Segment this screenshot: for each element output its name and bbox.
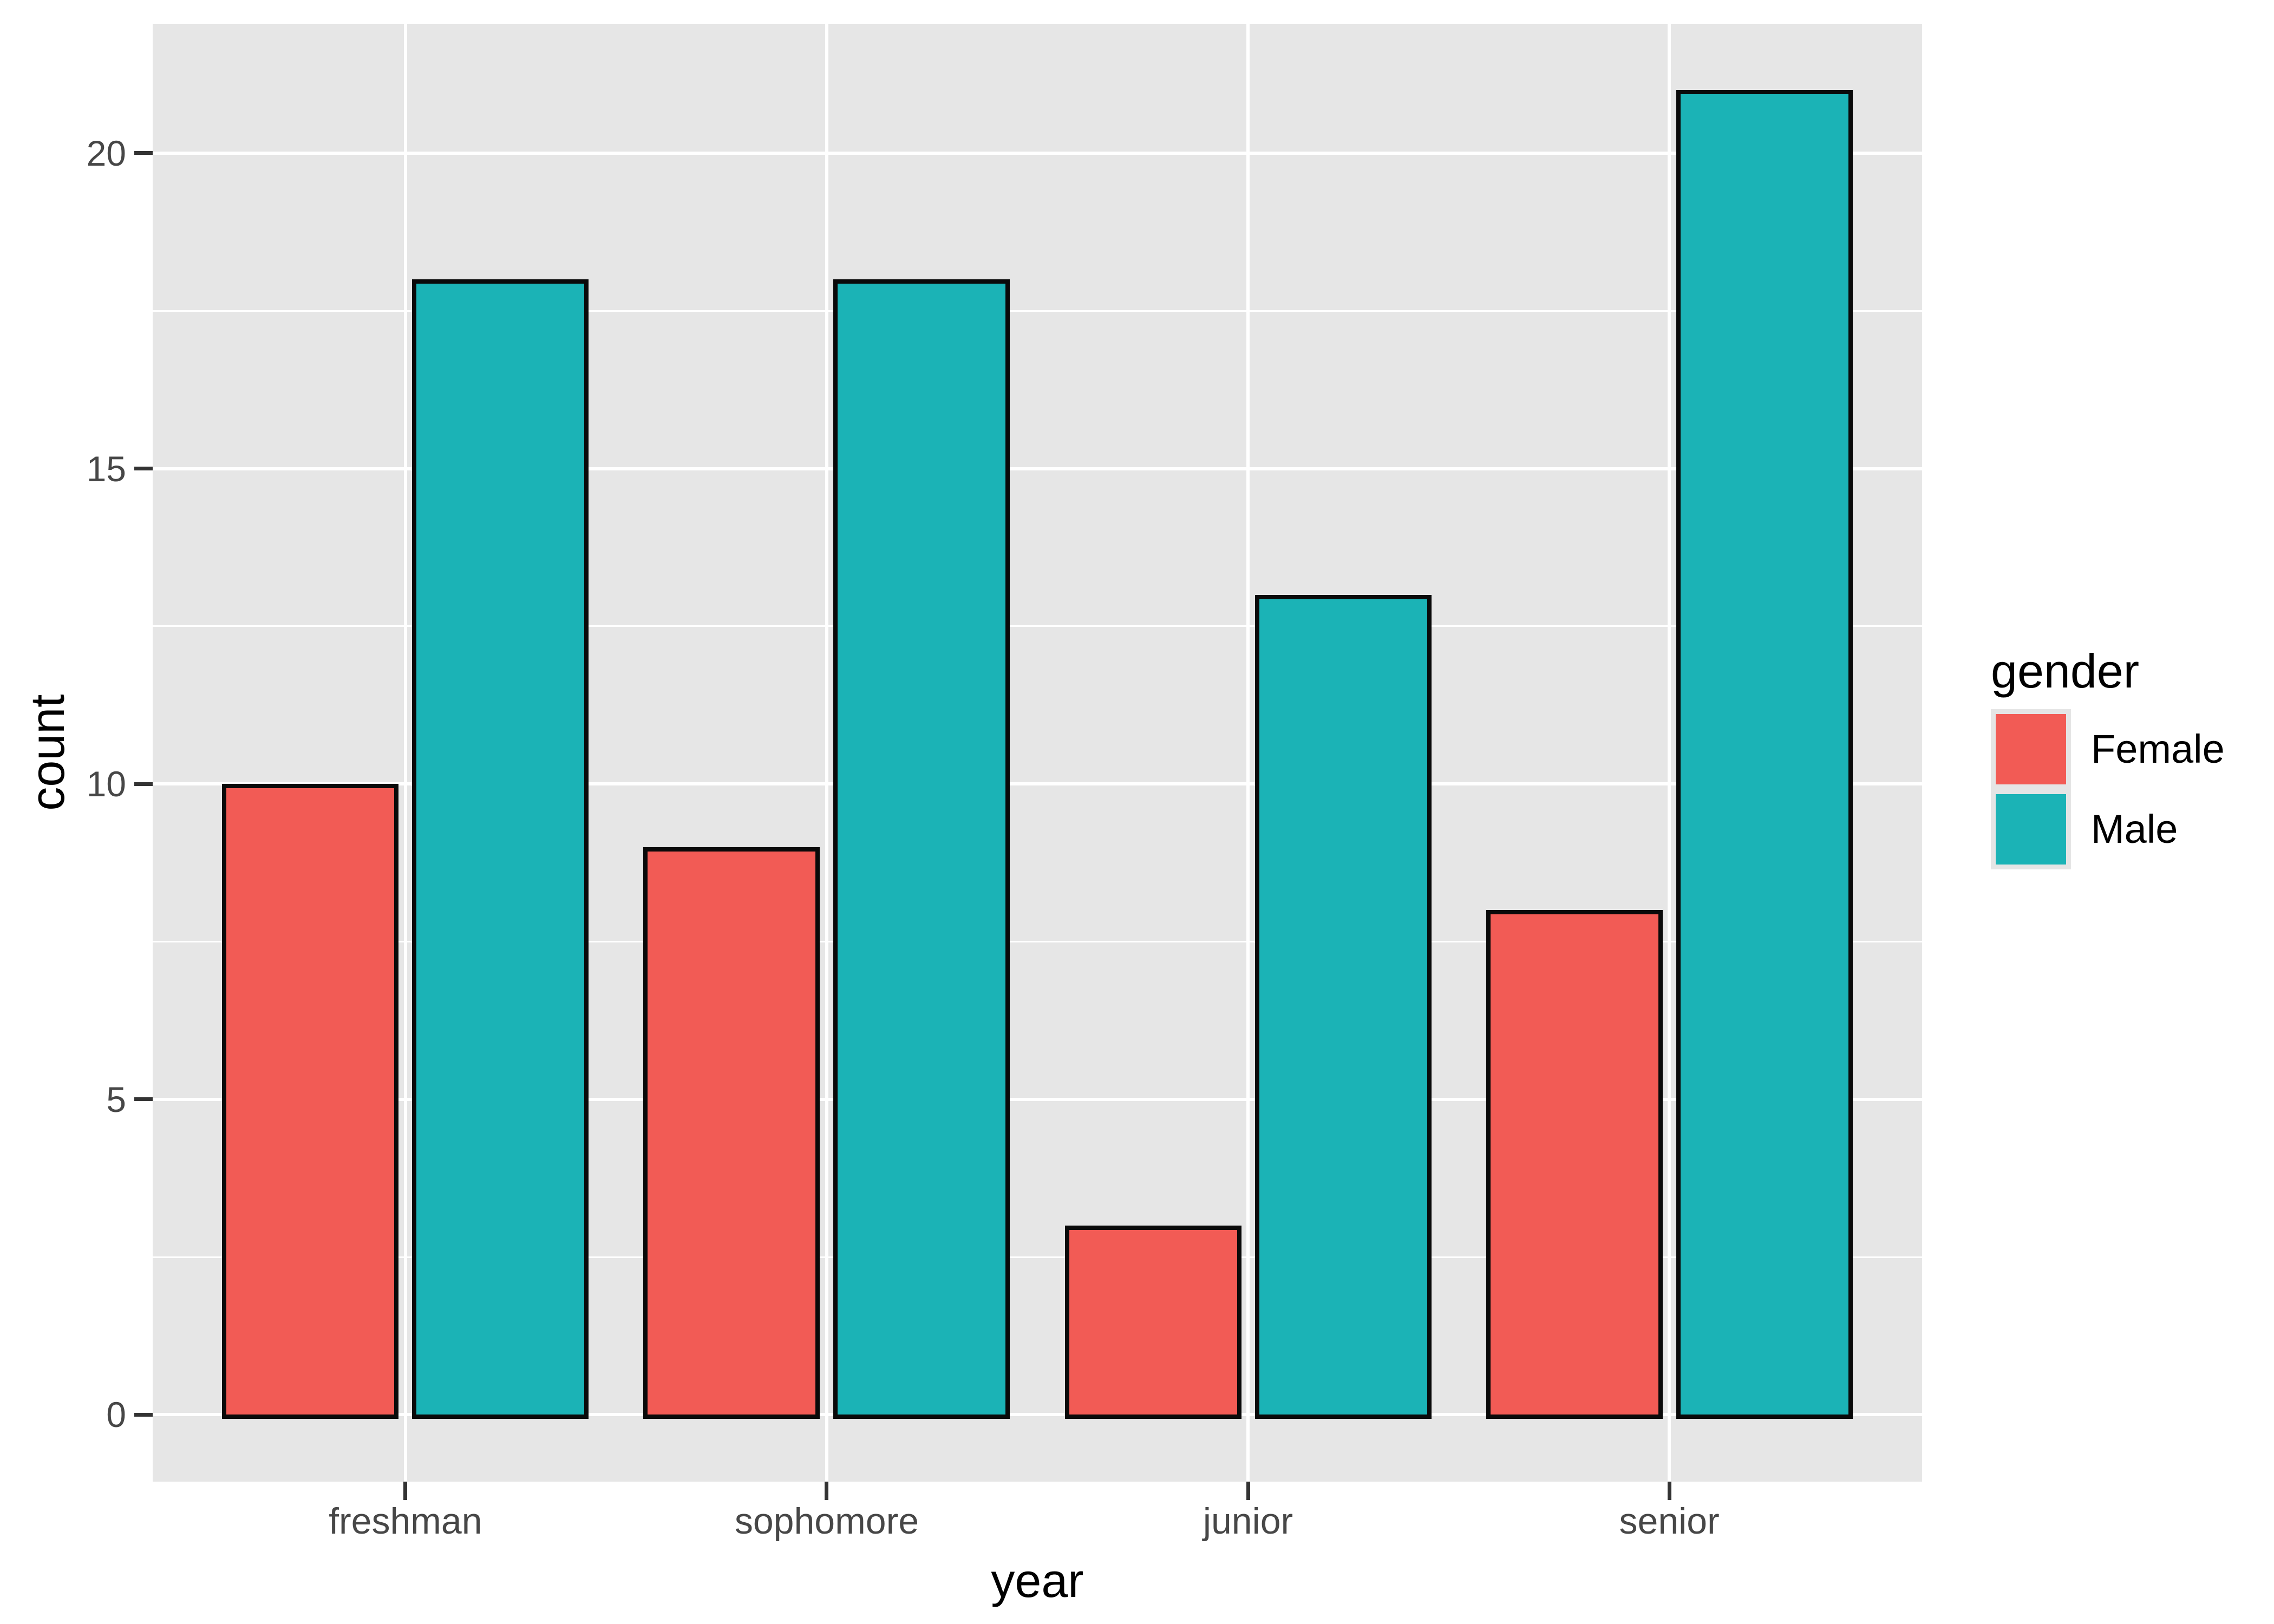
legend-key-Female [1991,709,2071,789]
gridline-x-senior [1668,24,1671,1482]
bar-senior-Female [1486,910,1663,1419]
y-tick-label-0: 0 [106,1394,126,1435]
y-tick-label-5: 5 [106,1079,126,1119]
legend-label-Male: Male [2091,807,2178,852]
bar-sophomore-Male [833,279,1010,1419]
x-tick-junior [1246,1482,1250,1500]
gridline-major-y-5 [153,1097,1922,1101]
bar-junior-Male [1254,594,1432,1419]
y-axis-title: count [21,694,74,811]
legend-title: gender [1991,644,2140,698]
gridline-major-y-0 [153,1413,1922,1417]
x-tick-senior [1667,1482,1671,1500]
legend-swatch-Male [1996,794,2066,865]
gridline-major-y-10 [153,782,1922,786]
x-tick-sophomore [825,1482,829,1500]
legend-swatch-Female [1996,714,2066,784]
gridline-x-junior [1246,24,1250,1482]
y-tick-20 [134,151,153,155]
gridline-x-sophomore [825,24,828,1482]
gridline-x-freshman [403,24,407,1482]
bar-sophomore-Female [643,847,820,1419]
legend: gender Female Male [1991,644,2272,969]
x-tick-label-junior: junior [1203,1501,1293,1542]
y-tick-label-15: 15 [86,448,126,489]
x-tick-label-sophomore: sophomore [734,1501,919,1542]
bar-junior-Female [1064,1225,1241,1419]
gridline-minor-y-7.5 [153,941,1922,942]
x-tick-freshman [403,1482,408,1500]
bar-senior-Male [1676,90,1853,1419]
legend-key-Male [1991,789,2071,869]
gridline-major-y-15 [153,467,1922,470]
gridline-minor-y-17.5 [153,310,1922,312]
y-tick-label-10: 10 [86,764,126,804]
legend-entry-Male: Male [1991,789,2272,869]
gridline-minor-y-12.5 [153,625,1922,627]
legend-label-Female: Female [2091,726,2225,771]
y-tick-label-20: 20 [86,133,126,173]
bar-freshman-Female [222,784,399,1419]
y-tick-5 [134,1097,153,1102]
legend-entry-Female: Female [1991,709,2272,789]
x-axis-title: year [991,1554,1084,1607]
x-tick-label-senior: senior [1619,1501,1720,1542]
gridline-minor-y-2.5 [153,1256,1922,1258]
gridline-major-y-20 [153,151,1922,155]
y-tick-15 [134,467,153,471]
x-tick-label-freshman: freshman [329,1501,482,1542]
y-tick-0 [134,1412,153,1417]
y-tick-10 [134,782,153,786]
bar-freshman-Male [412,279,589,1419]
